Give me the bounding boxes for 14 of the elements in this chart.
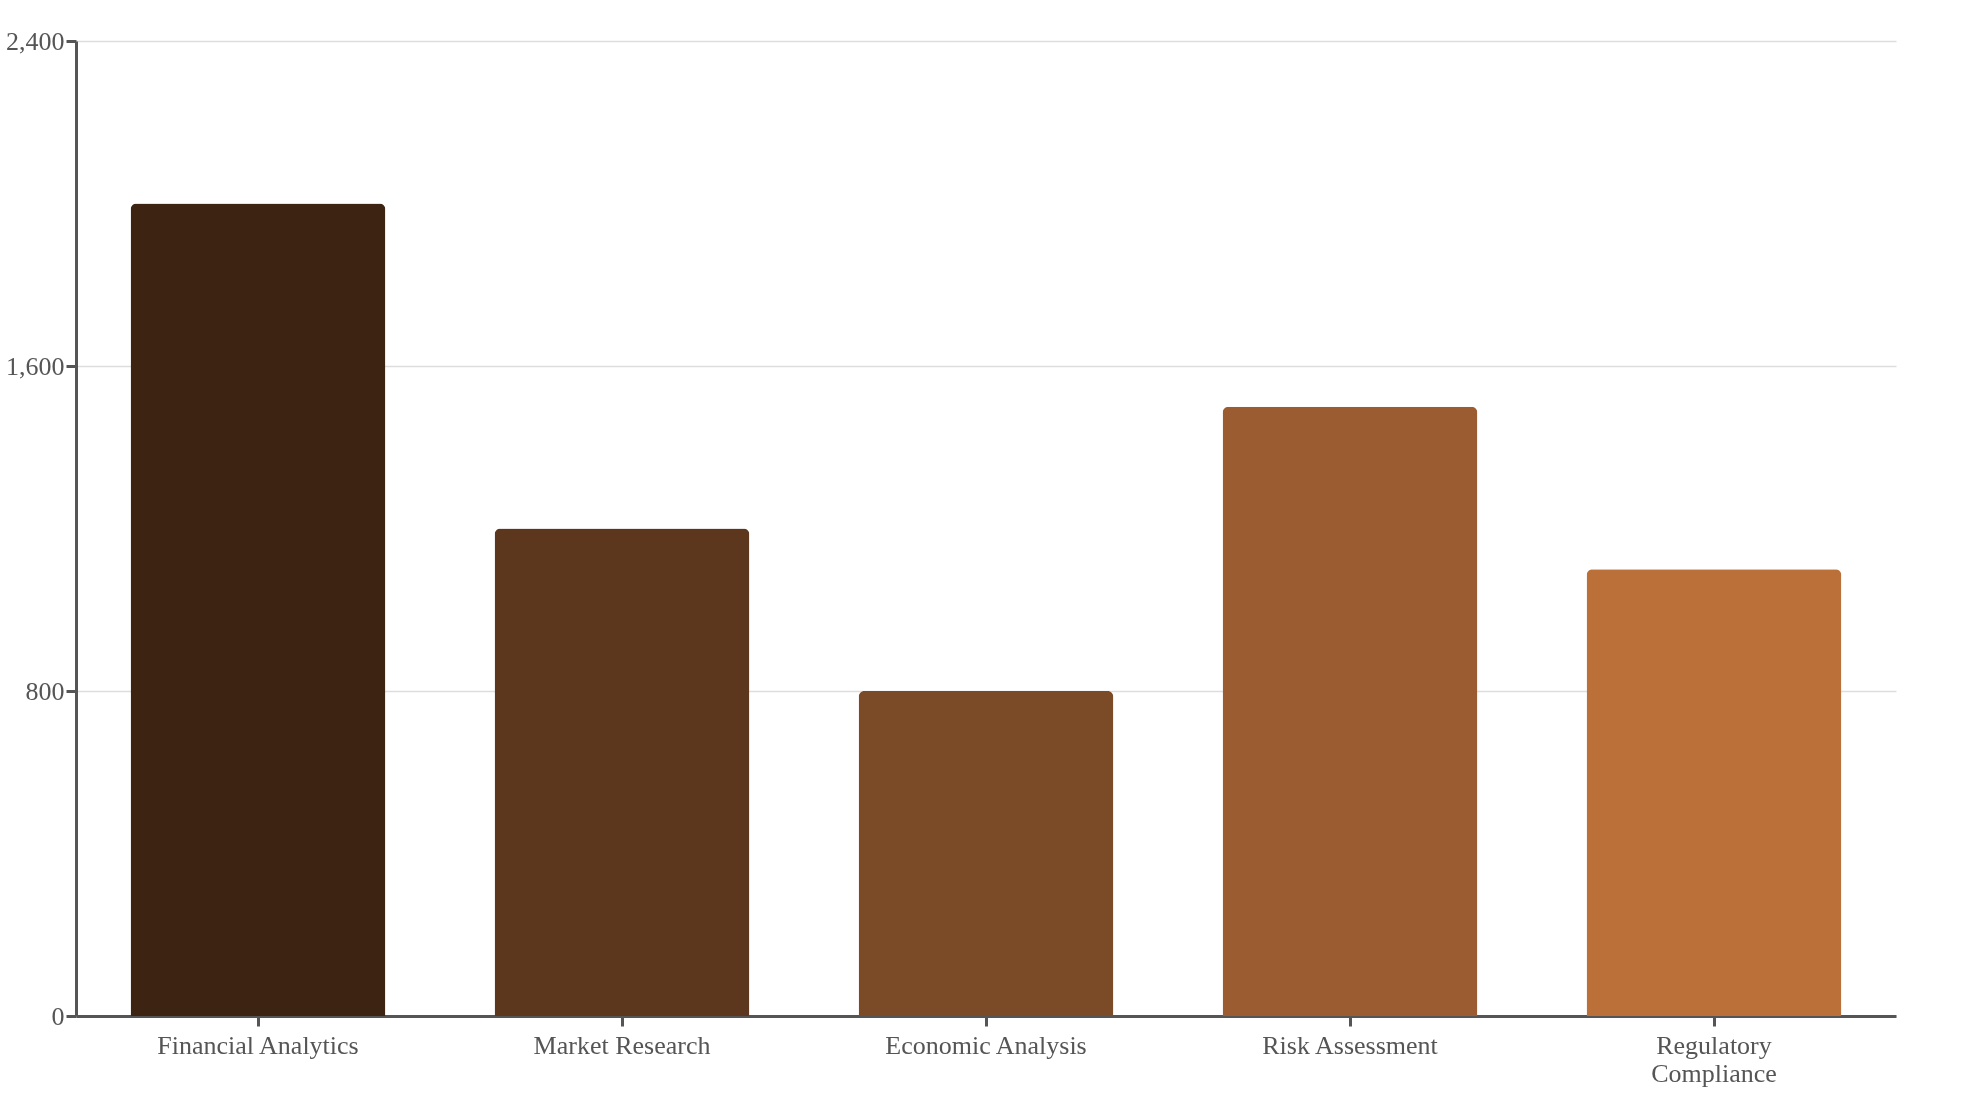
x-tick-label: Risk Assessment: [1262, 1030, 1439, 1060]
bar: [1586, 569, 1842, 1016]
y-tick-label: 2,400: [6, 26, 65, 56]
x-tick-label: Financial Analytics: [157, 1030, 359, 1060]
bar: [858, 691, 1114, 1016]
x-tick-label: Economic Analysis: [885, 1030, 1087, 1060]
y-tick-label: 1,600: [6, 351, 65, 381]
y-tick-label: 800: [25, 676, 65, 706]
bar: [1222, 406, 1478, 1016]
bar: [130, 203, 386, 1016]
y-tick-label: 0: [51, 1001, 65, 1031]
x-tick-label: Regulatory Compliance: [1651, 1030, 1777, 1088]
x-tick-label: Market Research: [533, 1030, 711, 1060]
bar: [494, 528, 750, 1016]
